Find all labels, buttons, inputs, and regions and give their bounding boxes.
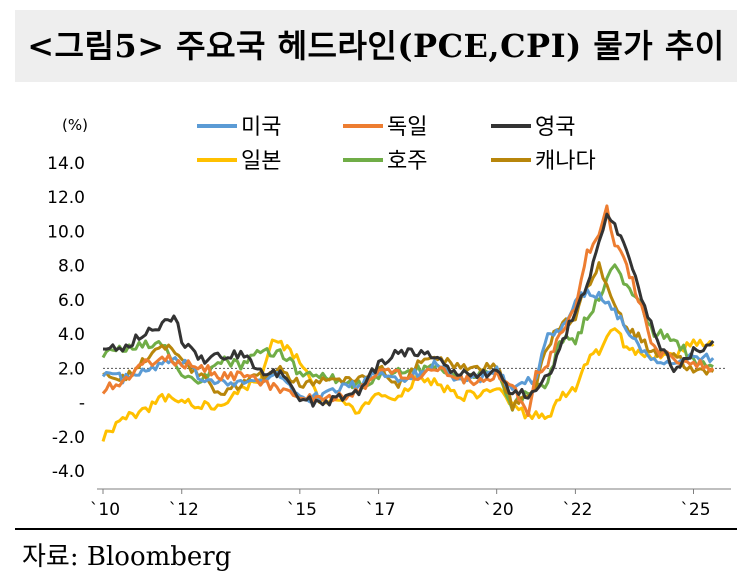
legend-label: 독일 xyxy=(387,115,427,140)
legend-label: 영국 xyxy=(535,115,575,140)
y-tick-label: 4.0 xyxy=(58,325,85,345)
legend-label: 미국 xyxy=(241,115,281,140)
y-tick-label: 10.0 xyxy=(47,222,85,242)
series-line-3 xyxy=(102,212,715,408)
x-tick-label: `25 xyxy=(680,500,710,520)
y-axis-unit-label: (%) xyxy=(62,116,88,134)
y-tick-label: -4.0 xyxy=(52,462,85,482)
series-line-2 xyxy=(101,204,715,417)
chart-title: <그림5> 주요국 헤드라인(PCE,CPI) 물가 추이 xyxy=(27,27,725,65)
legend-label: 캐나다 xyxy=(535,149,596,174)
y-tick-label: 6.0 xyxy=(58,291,85,311)
series-line-1 xyxy=(101,288,715,404)
y-tick-label: 12.0 xyxy=(47,188,85,208)
x-tick-label: `22 xyxy=(562,500,592,520)
x-tick-label: `15 xyxy=(287,500,317,520)
x-tick-label: `12 xyxy=(169,500,199,520)
x-tick-label: `17 xyxy=(365,500,395,520)
y-tick-label: -2.0 xyxy=(52,428,85,448)
line-chart: (%) 14.0 12.0 10.0 8.0 6.0 4.0 2.0 - -2.0 -4.0`10 `… xyxy=(47,115,731,520)
y-tick-label: 2.0 xyxy=(58,359,85,379)
source-note: 자료: Bloomberg xyxy=(22,542,232,572)
bottom-rule xyxy=(15,528,737,530)
x-tick-label: `20 xyxy=(484,500,514,520)
series-line-4 xyxy=(101,327,715,442)
title-bar: <그림5> 주요국 헤드라인(PCE,CPI) 물가 추이 xyxy=(15,10,737,82)
legend-label: 호주 xyxy=(387,149,427,174)
y-tick-label: 14.0 xyxy=(47,154,85,174)
y-tick-label: 8.0 xyxy=(58,257,85,277)
legend-label: 일본 xyxy=(241,149,281,174)
series-line-6 xyxy=(102,261,715,412)
x-tick-label: `10 xyxy=(90,500,120,520)
y-tick-label: - xyxy=(79,394,85,414)
chart-area: (%) 14.0 12.0 10.0 8.0 6.0 4.0 2.0 - -2.0 -4.0 `10 `… xyxy=(15,90,737,520)
